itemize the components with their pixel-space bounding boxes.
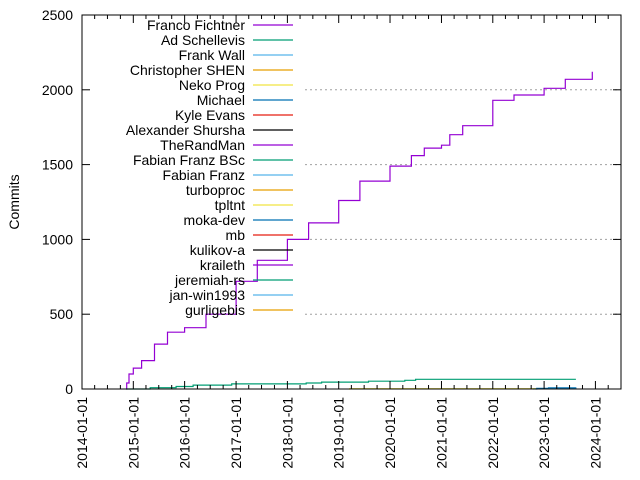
legend-label: moka-dev [184,212,245,228]
legend-label: jeremiah-rs [174,272,245,288]
legend-label: kulikov-a [190,242,245,258]
y-tick-label: 1500 [42,157,73,173]
y-tick-label: 1000 [42,231,73,247]
x-tick-label: 2015-01-01 [125,397,141,469]
axis-ticks: 0 500 1000 1500 2000 2500 2014-01-01 2015-01-01… [42,7,622,469]
legend-label: Frank Wall [179,47,245,63]
x-tick-label: 2023-01-01 [536,397,552,469]
legend-label: kraileth [200,257,245,273]
legend-label: mb [226,227,246,243]
legend-label: jan-win1993 [169,287,246,303]
y-tick-label: 500 [50,306,74,322]
x-tick-label: 2021-01-01 [433,397,449,469]
legend-label: TheRandMan [160,137,245,153]
legend-label: Christopher SHEN [130,62,245,78]
legend-label: Alexander Shursha [126,122,245,138]
x-tick-label: 2018-01-01 [279,397,295,469]
x-tick-label: 2020-01-01 [382,397,398,469]
series-line-franco-fichtner [126,71,593,390]
legend-label: Michael [197,92,245,108]
y-tick-label: 2000 [42,82,73,98]
legend-label: Neko Prog [179,77,245,93]
legend-label: Fabian Franz BSc [133,152,245,168]
legend-label: gurligebis [185,302,245,318]
y-axis-label: Commits [6,174,22,229]
legend-label: Ad Schellevis [161,32,245,48]
legend-label: Kyle Evans [175,107,245,123]
x-tick-label: 2019-01-01 [331,397,347,469]
grid [305,89,621,315]
series-line-ad-schellevis [126,378,576,390]
legend-label: Fabian Franz [163,167,245,183]
y-tick-label: 0 [65,381,73,397]
x-tick-label: 2022-01-01 [485,397,501,469]
x-tick-label: 2017-01-01 [228,397,244,469]
legend-label: Franco Fichtner [147,17,245,33]
x-tick-label: 2024-01-01 [587,397,603,469]
y-tick-label: 2500 [42,7,73,23]
legend-label: turboproc [186,182,245,198]
x-tick-label: 2016-01-01 [177,397,193,469]
x-tick-label: 2014-01-01 [74,397,90,469]
legend-label: tpltnt [215,197,245,213]
